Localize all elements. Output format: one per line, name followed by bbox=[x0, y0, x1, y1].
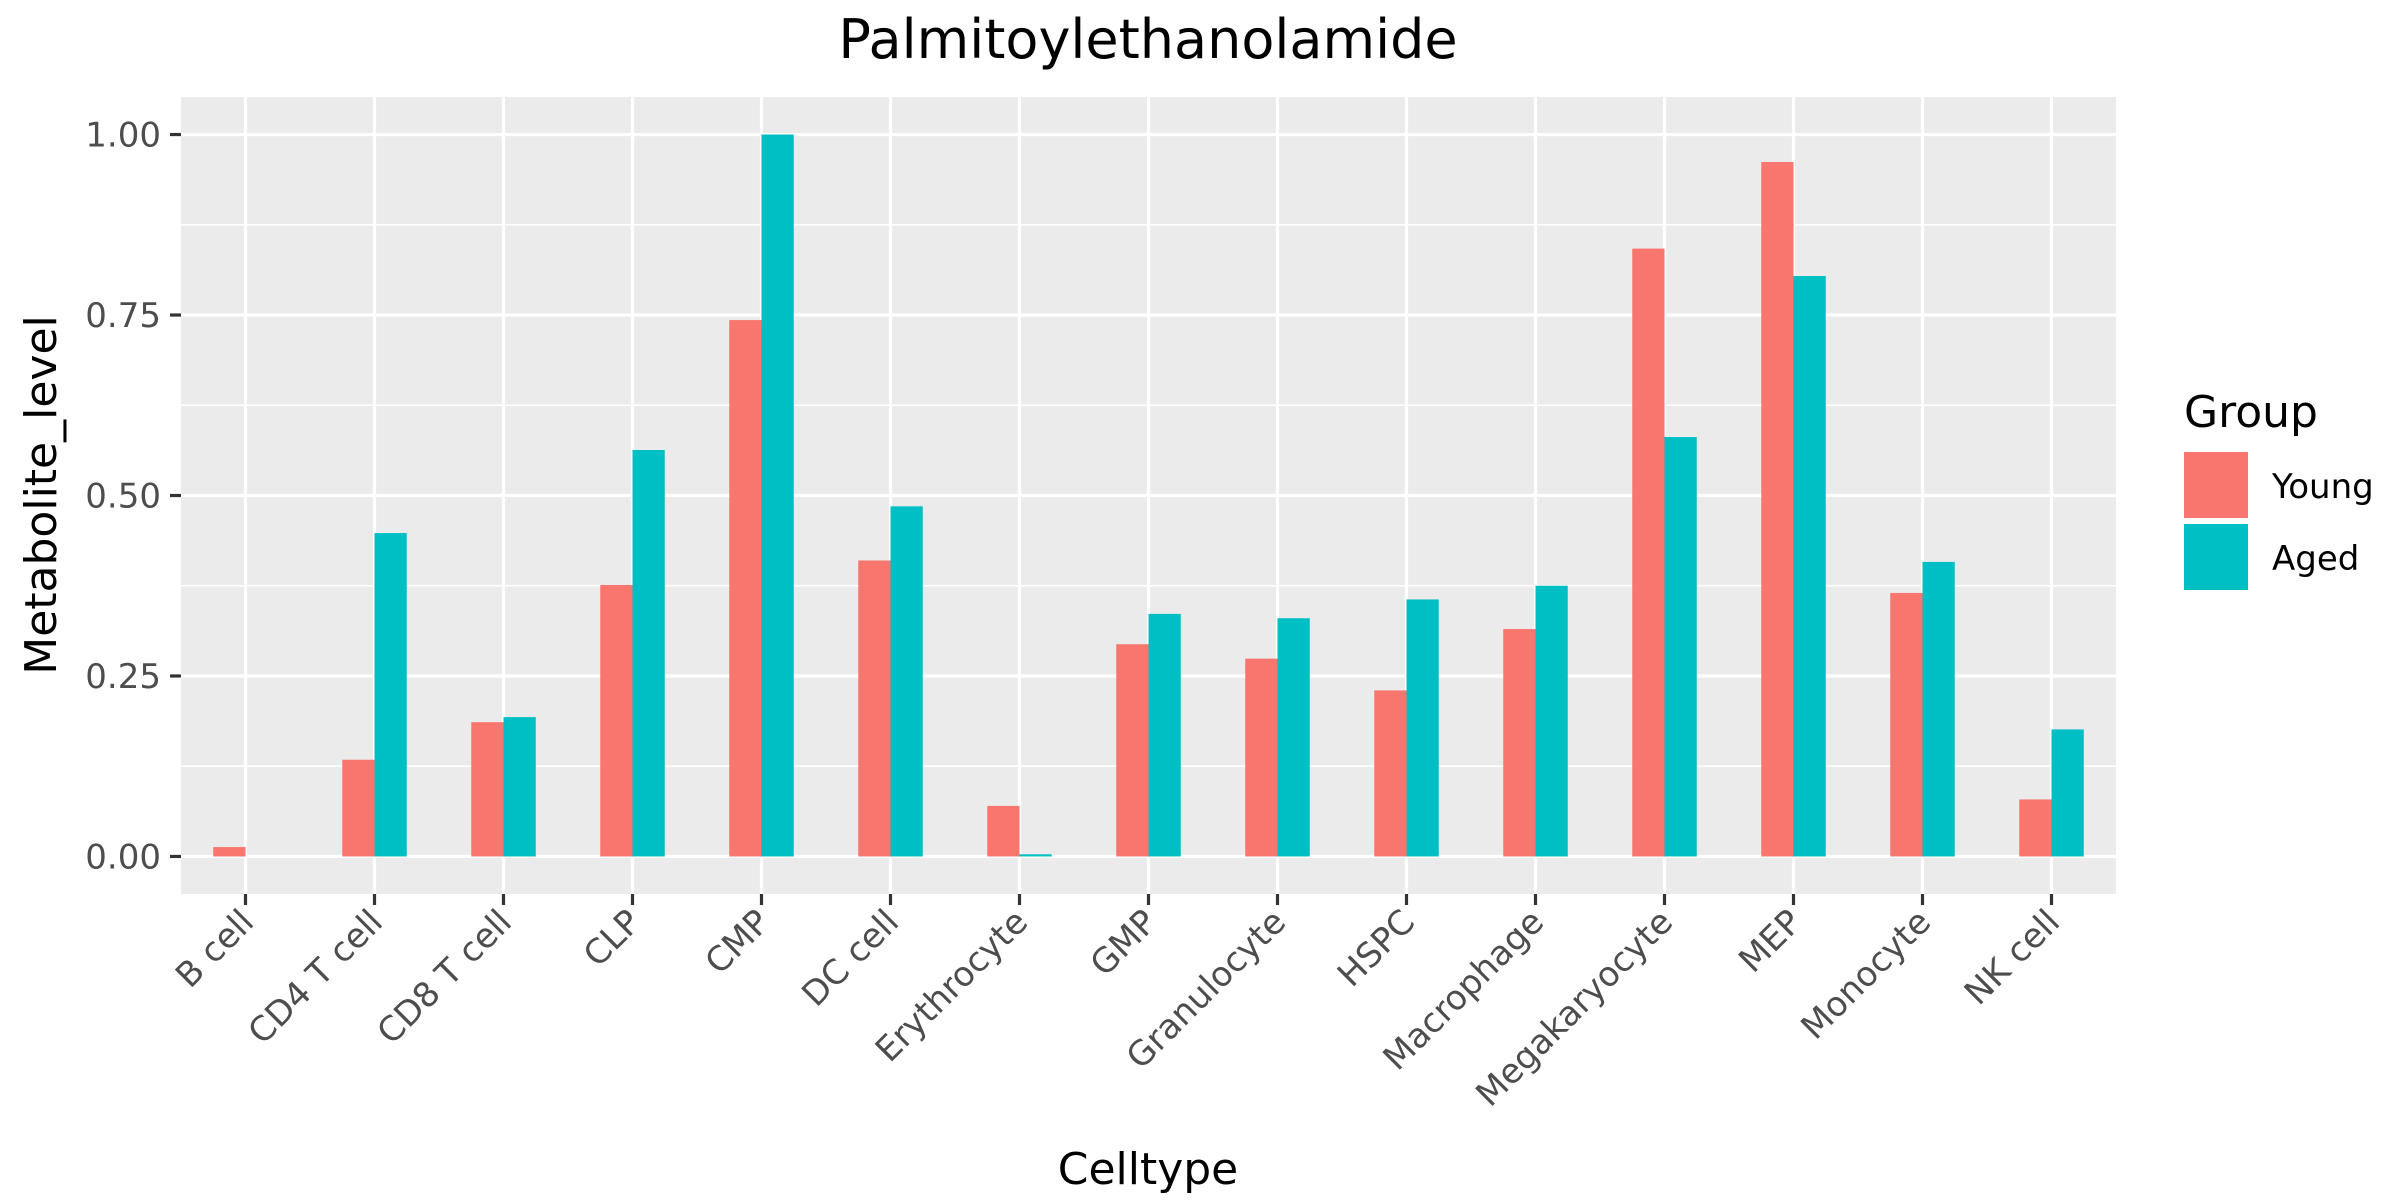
bar-young-clp bbox=[600, 585, 633, 857]
bar-young-nk-cell bbox=[2019, 799, 2052, 857]
x-tick-label: Monocyte bbox=[1794, 902, 1939, 1047]
y-tick-label: 0.50 bbox=[85, 477, 161, 517]
bar-aged-macrophage bbox=[1535, 585, 1568, 857]
bar-aged-dc-cell bbox=[890, 506, 923, 857]
x-tick-label: GMP bbox=[1083, 902, 1165, 984]
bar-aged-nk-cell bbox=[2051, 729, 2084, 857]
bar-aged-granulocyte bbox=[1277, 618, 1310, 857]
x-tick-label: CD8 T cell bbox=[370, 902, 520, 1052]
y-tick-label: 0.75 bbox=[85, 296, 161, 336]
bar-young-dc-cell bbox=[858, 560, 891, 857]
bar-aged-cd4-t-cell bbox=[374, 533, 407, 857]
bar-young-megakaryocyte bbox=[1632, 248, 1665, 857]
bar-young-erythrocyte bbox=[987, 805, 1020, 857]
legend-key-young bbox=[2184, 452, 2248, 518]
bar-aged-cmp bbox=[761, 134, 794, 857]
bar-aged-gmp bbox=[1148, 613, 1181, 857]
bar-young-b-cell bbox=[213, 847, 246, 857]
y-tick-label: 0.25 bbox=[85, 657, 161, 697]
bar-young-cd4-t-cell bbox=[342, 759, 375, 857]
bar-aged-erythrocyte bbox=[1019, 854, 1052, 857]
x-tick-label: CLP bbox=[576, 902, 649, 975]
bars bbox=[213, 134, 2084, 857]
y-axis: 0.00 0.25 0.50 0.75 1.00 bbox=[85, 116, 181, 877]
y-tick-label: 0.00 bbox=[85, 837, 161, 877]
legend-label-aged: Aged bbox=[2272, 539, 2359, 579]
bar-young-hspc bbox=[1374, 690, 1407, 857]
x-tick-label: CD4 T cell bbox=[241, 902, 391, 1052]
bar-aged-monocyte bbox=[1922, 561, 1955, 857]
legend-key-aged bbox=[2184, 524, 2248, 590]
bar-young-granulocyte bbox=[1245, 658, 1278, 857]
x-tick-label: HSPC bbox=[1330, 902, 1423, 995]
bar-aged-hspc bbox=[1406, 599, 1439, 857]
y-tick-label: 1.00 bbox=[85, 116, 161, 156]
y-axis-title: Metabolite_level bbox=[16, 315, 67, 675]
bar-aged-clp bbox=[632, 450, 665, 857]
x-tick-label: B cell bbox=[168, 902, 262, 996]
bar-young-macrophage bbox=[1503, 629, 1536, 857]
legend: Group Young Aged bbox=[2184, 387, 2374, 590]
legend-label-young: Young bbox=[2271, 467, 2374, 507]
bar-young-gmp bbox=[1116, 644, 1149, 857]
bar-young-cmp bbox=[729, 320, 762, 857]
bar-young-monocyte bbox=[1890, 592, 1923, 857]
bar-young-cd8-t-cell bbox=[471, 722, 504, 857]
legend-title: Group bbox=[2184, 387, 2318, 438]
chart-title: Palmitoylethanolamide bbox=[838, 8, 1457, 71]
x-axis-title: Celltype bbox=[1058, 1144, 1239, 1195]
bar-aged-megakaryocyte bbox=[1664, 437, 1697, 857]
x-tick-label: DC cell bbox=[794, 902, 907, 1015]
x-tick-label: NK cell bbox=[1957, 902, 2068, 1013]
bar-young-mep bbox=[1761, 161, 1794, 857]
x-tick-label: MEP bbox=[1731, 902, 1810, 981]
bar-aged-cd8-t-cell bbox=[503, 717, 536, 857]
x-tick-label: CMP bbox=[698, 902, 778, 982]
bar-aged-mep bbox=[1793, 276, 1826, 857]
